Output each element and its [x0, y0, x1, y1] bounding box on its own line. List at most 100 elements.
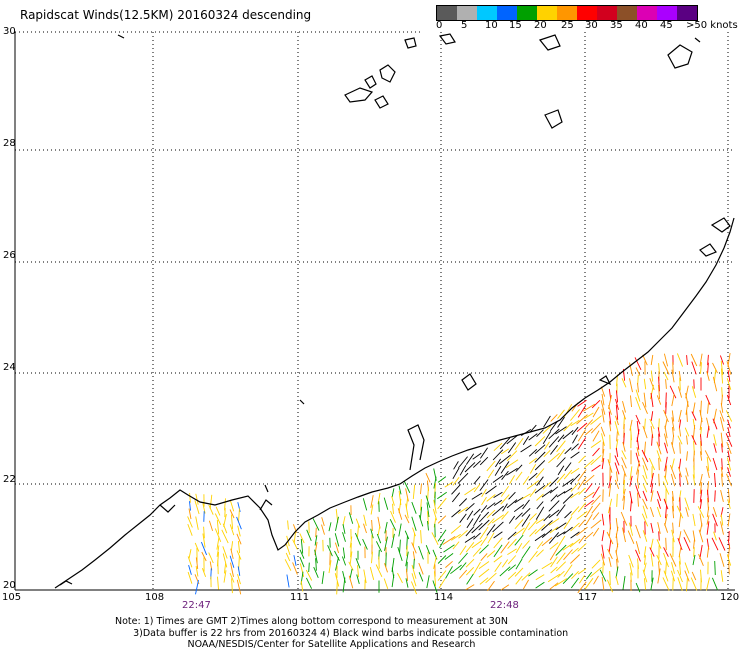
wind-barb: [521, 494, 530, 500]
wind-barb: [293, 540, 298, 550]
wind-barb: [322, 571, 324, 584]
wind-barb: [414, 559, 415, 569]
wind-barb: [216, 507, 220, 516]
wind-barb: [196, 517, 199, 530]
wind-barb: [411, 582, 416, 595]
wind-barb: [707, 546, 708, 557]
wind-barb: [439, 579, 445, 588]
wind-barb: [467, 574, 474, 584]
wind-barb: [577, 511, 587, 519]
wind-barb: [663, 577, 669, 590]
wind-barb: [514, 505, 524, 512]
lat-label-26: 26: [3, 250, 16, 261]
wind-barb: [693, 425, 694, 439]
wind-barb: [659, 434, 660, 447]
wind-barb: [721, 521, 724, 534]
wind-barb: [494, 532, 503, 538]
wind-barb: [195, 500, 199, 514]
wind-barb: [610, 571, 611, 585]
wind-barb: [617, 431, 618, 441]
wind-barb: [679, 459, 680, 470]
wind-barb: [636, 415, 640, 424]
wind-barb: [487, 503, 495, 510]
wind-barb: [528, 520, 537, 530]
wind-barb: [454, 461, 459, 469]
wind-barb: [564, 422, 573, 431]
wind-barb: [329, 522, 331, 531]
wind-barb: [413, 533, 414, 547]
wind-barb: [579, 520, 586, 528]
wind-barb: [495, 459, 500, 467]
wind-barb: [516, 513, 523, 520]
wind-barb: [601, 400, 605, 414]
wind-barb: [691, 354, 697, 366]
wind-barb: [630, 378, 633, 392]
wind-barb: [715, 561, 716, 575]
wind-barb: [551, 567, 558, 573]
wind-barb: [602, 514, 604, 526]
wind-barb: [693, 514, 695, 526]
wind-barb: [593, 528, 599, 536]
wind-barb: [493, 522, 504, 532]
wind-barb: [322, 517, 325, 526]
wind-barb: [672, 394, 674, 406]
wind-barb: [592, 503, 600, 513]
wind-barb: [460, 465, 466, 475]
wind-barb: [686, 393, 689, 407]
wind-barb: [593, 407, 599, 417]
wind-barb: [488, 533, 494, 544]
wind-barb: [570, 555, 579, 564]
wind-barb: [651, 355, 653, 365]
wind-barb: [551, 495, 557, 502]
wind-barb: [638, 383, 639, 392]
wind-barb: [458, 473, 468, 483]
wind-barb: [426, 473, 430, 482]
wind-barb: [617, 494, 618, 507]
wind-barb: [286, 553, 290, 561]
wind-barb: [712, 578, 717, 590]
wind-barb: [474, 476, 480, 484]
wind-barb: [651, 393, 653, 407]
wind-barb: [487, 461, 495, 471]
wind-barb: [535, 436, 545, 446]
wind-barb: [720, 410, 724, 421]
wind-barb: [720, 553, 724, 566]
wind-barb: [421, 530, 422, 543]
wind-barb: [563, 430, 573, 439]
wind-barb: [378, 526, 380, 535]
wind-barb: [309, 563, 310, 572]
wind-barb: [698, 506, 704, 517]
wind-barb: [651, 539, 653, 549]
wind-barb: [377, 534, 380, 543]
wind-barb: [643, 402, 648, 414]
wind-barb: [218, 577, 219, 590]
wind-barb: [645, 442, 646, 455]
wind-barb: [558, 466, 564, 475]
wind-barb: [419, 572, 423, 581]
wind-barb: [343, 571, 346, 583]
wind-barb: [687, 410, 688, 422]
wind-barb: [399, 524, 401, 537]
wind-barb: [530, 529, 537, 536]
wind-barb: [210, 495, 212, 509]
wind-barb: [537, 430, 544, 437]
lon-label-114: 114: [434, 592, 453, 603]
wind-barb: [557, 474, 565, 483]
wind-barb: [516, 543, 522, 553]
wind-barb: [686, 468, 688, 477]
wind-barb: [392, 488, 394, 497]
wind-barb: [285, 559, 291, 570]
wind-barb: [623, 576, 625, 590]
wind-barb: [713, 458, 717, 470]
wind-barb: [670, 386, 676, 398]
wind-barb: [684, 537, 690, 551]
wind-barb: [644, 393, 646, 408]
wind-barb: [413, 485, 414, 499]
wind-barb: [209, 521, 212, 531]
lat-label-28: 28: [3, 138, 16, 149]
wind-barb: [591, 423, 600, 433]
wind-barb: [692, 572, 696, 580]
wind-barb: [217, 520, 218, 534]
wind-barb: [536, 575, 544, 580]
